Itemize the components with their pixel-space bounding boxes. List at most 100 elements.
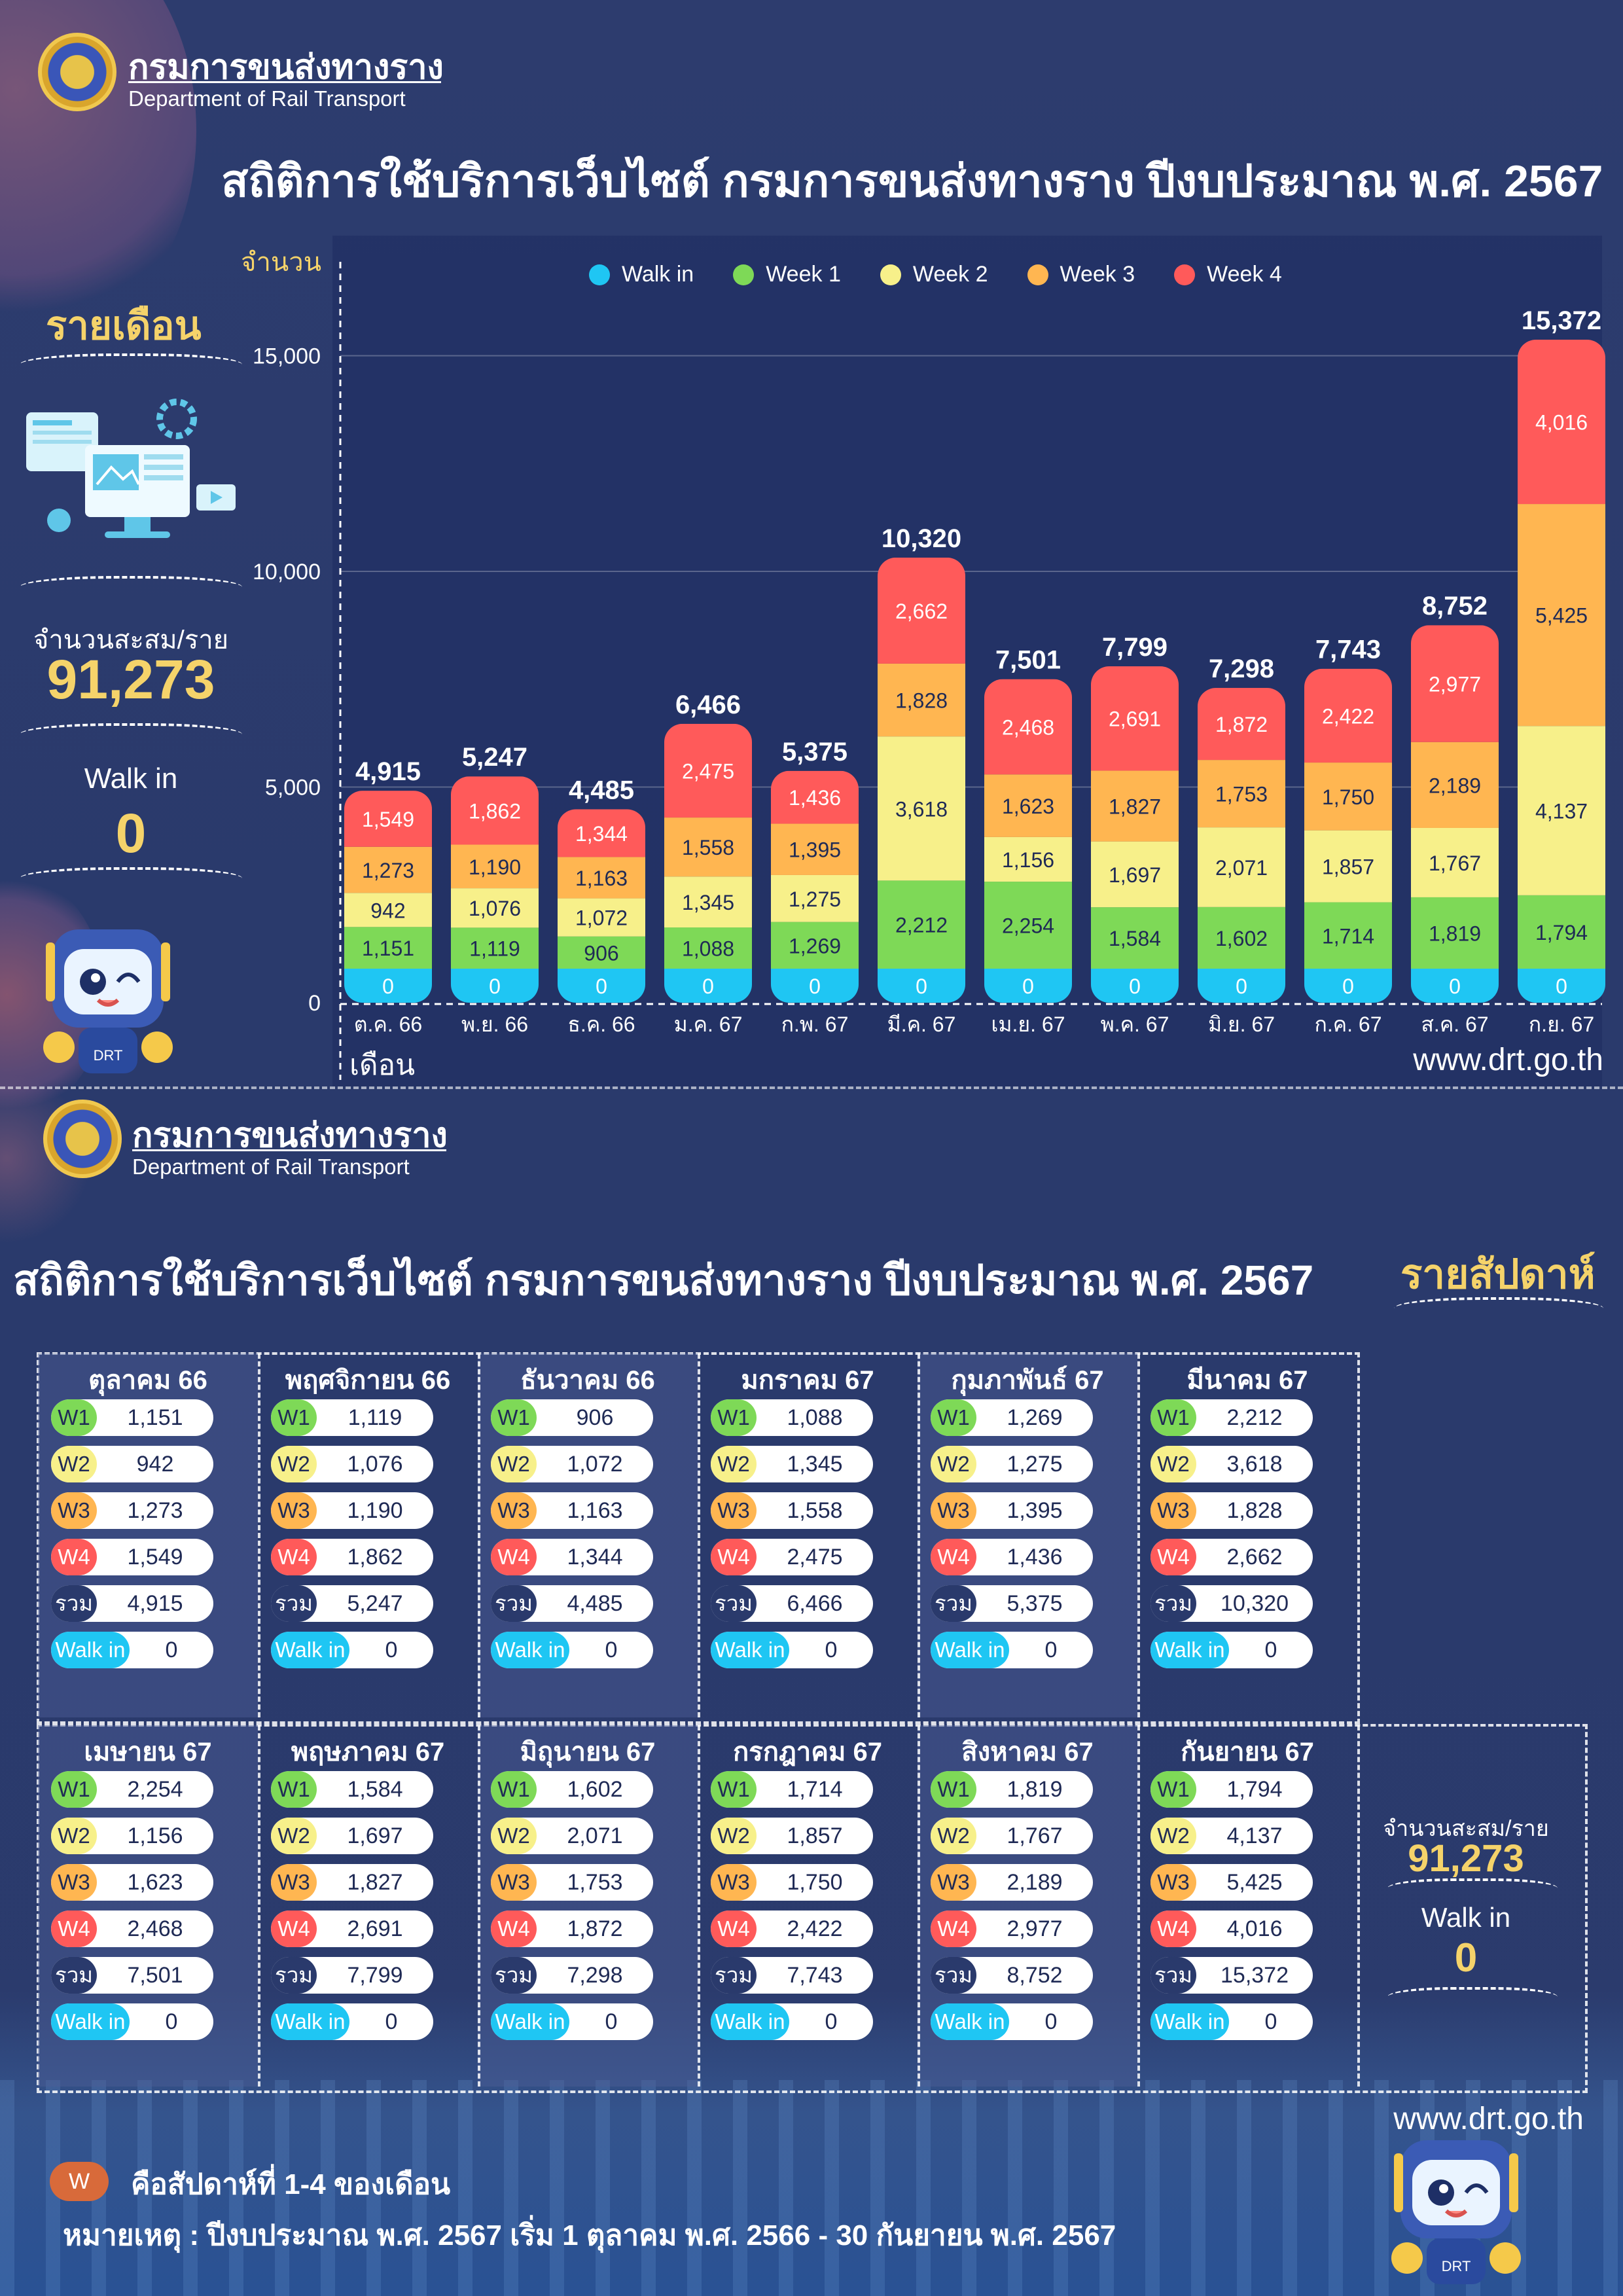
weekly-value-pill: Walk in 0 bbox=[491, 1632, 653, 1668]
bar-segment-week2 bbox=[1091, 841, 1179, 908]
bar-total-label: 7,799 bbox=[1102, 633, 1168, 662]
bar-value-label: 1,163 bbox=[575, 867, 628, 890]
drt-mascot-icon: DRT bbox=[43, 929, 173, 1073]
weekly-row-value: 2,468 bbox=[127, 1916, 183, 1941]
w-legend-badge: W bbox=[50, 2162, 109, 2201]
legend-item-week2: Week 2 bbox=[880, 262, 988, 287]
bar-segment-week1 bbox=[558, 936, 645, 969]
y-tick-label: 15,000 bbox=[253, 344, 321, 369]
bar-value-label: 1,714 bbox=[1322, 924, 1374, 948]
weekly-row-value: 2,691 bbox=[347, 1916, 403, 1941]
bar-value-label: 1,273 bbox=[362, 859, 414, 882]
legend-label: Week 1 bbox=[766, 262, 841, 287]
weekly-value-pill: Walk in 0 bbox=[491, 2003, 653, 2040]
weekly-row-value: 4,016 bbox=[1226, 1916, 1283, 1941]
bar-value-label: 1,697 bbox=[1109, 863, 1161, 887]
weekly-month-name: มกราคม 67 bbox=[741, 1366, 874, 1395]
weekly-value-pill: รวม 5,247 bbox=[271, 1585, 433, 1622]
bar-segment-walkin bbox=[664, 969, 752, 1003]
org-name-thai: กรมการขนส่งทางราง bbox=[132, 1117, 448, 1155]
weekly-row-value: 906 bbox=[576, 1405, 614, 1430]
bar-segment-week3 bbox=[1411, 742, 1499, 828]
weekly-row-label: Walk in bbox=[711, 2003, 789, 2040]
bar-value-label: 1,828 bbox=[895, 689, 948, 713]
w-legend-note: คือสัปดาห์ที่ 1-4 ของเดือน bbox=[131, 2168, 451, 2200]
bar-value-label: 1,857 bbox=[1322, 855, 1374, 879]
weekly-row-label: Walk in bbox=[51, 2003, 130, 2040]
bar-segment-walkin bbox=[451, 969, 539, 1003]
weekly-row-value: 1,827 bbox=[347, 1870, 403, 1895]
weekly-row-label: รวม bbox=[1150, 1585, 1196, 1622]
weekly-row-label: Walk in bbox=[1150, 1632, 1229, 1668]
weekly-value-pill: W2 942 bbox=[51, 1446, 213, 1482]
weekly-value-pill: W4 2,422 bbox=[711, 1910, 873, 1947]
bar-segment-week3 bbox=[1304, 762, 1392, 831]
weekly-value-pill: Walk in 0 bbox=[271, 1632, 433, 1668]
weekly-row-value: 942 bbox=[136, 1452, 174, 1477]
bar-segment-week1 bbox=[664, 927, 752, 969]
y-tick-label: 5,000 bbox=[265, 776, 321, 800]
legend-label: Week 2 bbox=[912, 262, 988, 287]
weekly-month-name: พฤษภาคม 67 bbox=[291, 1738, 445, 1767]
monthly-tag: รายเดือน bbox=[46, 304, 202, 348]
bar-value-label: 1,156 bbox=[1002, 848, 1054, 872]
weekly-value-pill: รวม 7,501 bbox=[51, 1957, 213, 1994]
weekly-value-pill: W2 1,697 bbox=[271, 1818, 433, 1854]
bar-segment-week3 bbox=[344, 846, 432, 893]
bar-segment-week4 bbox=[664, 723, 752, 818]
weekly-value-pill: W1 1,584 bbox=[271, 1771, 433, 1808]
weekly-value-pill: W4 2,475 bbox=[711, 1539, 873, 1575]
legend-dot bbox=[589, 264, 610, 285]
weekly-row-label: Walk in bbox=[711, 1632, 789, 1668]
bar-segment-week2 bbox=[1518, 726, 1605, 895]
weekly-value-pill: W4 1,862 bbox=[271, 1539, 433, 1575]
weekly-row-value: 4,485 bbox=[567, 1591, 623, 1616]
bar-segment-week3 bbox=[878, 663, 965, 737]
legend-item-week3: Week 3 bbox=[1027, 262, 1135, 287]
bar-segment-week4 bbox=[344, 791, 432, 847]
weekly-value-pill: W4 2,977 bbox=[931, 1910, 1093, 1947]
weekly-row-value: 0 bbox=[825, 2009, 838, 2034]
weekly-row-label: W2 bbox=[271, 1446, 317, 1482]
weekly-row-label: W1 bbox=[491, 1771, 537, 1808]
mascot-label: DRT bbox=[94, 1047, 123, 1064]
x-tick-label: ธ.ค. 66 bbox=[567, 1013, 635, 1036]
weekly-row-label: W4 bbox=[491, 1539, 537, 1575]
weekly-month-card: กันยายน 67 W1 1,794 W2 4,137 W3 5,425 W4 4,016 รว… bbox=[1137, 1725, 1357, 2087]
weekly-row-value: 1,190 bbox=[347, 1498, 403, 1523]
weekly-row-label: W3 bbox=[271, 1492, 317, 1529]
weekly-month-name: เมษายน 67 bbox=[84, 1738, 212, 1767]
weekly-row-value: 1,794 bbox=[1226, 1777, 1283, 1802]
weekly-row-label: W1 bbox=[711, 1771, 757, 1808]
bar-value-label: 5,425 bbox=[1535, 604, 1588, 628]
weekly-row-value: 1,697 bbox=[347, 1823, 403, 1848]
bar-value-label: 4,016 bbox=[1535, 411, 1588, 435]
weekly-row-label: Walk in bbox=[931, 2003, 1009, 2040]
bar-value-label: 1,190 bbox=[469, 855, 521, 879]
bar-value-label: 2,475 bbox=[682, 759, 734, 783]
bar-segment-week1 bbox=[771, 922, 859, 969]
grid-separator bbox=[918, 1354, 920, 1717]
dashed-divider bbox=[1394, 1297, 1603, 1319]
weekly-walkin-value: 0 bbox=[1454, 1935, 1478, 1981]
bar-segment-walkin bbox=[1198, 969, 1285, 1003]
website-url: www.drt.go.th bbox=[1413, 1043, 1603, 1077]
weekly-row-label: Walk in bbox=[931, 1632, 1009, 1668]
weekly-row-value: 1,163 bbox=[567, 1498, 623, 1523]
weekly-value-pill: Walk in 0 bbox=[271, 2003, 433, 2040]
weekly-row-value: 2,422 bbox=[787, 1916, 843, 1941]
weekly-row-value: 1,151 bbox=[127, 1405, 183, 1430]
weekly-row-label: W2 bbox=[51, 1818, 97, 1854]
weekly-value-pill: รวม 5,375 bbox=[931, 1585, 1093, 1622]
weekly-month-card: กุมภาพันธ์ 67 W1 1,269 W2 1,275 W3 1,395 W4 1,43… bbox=[918, 1354, 1137, 1717]
bar-segment-week4 bbox=[1304, 668, 1392, 763]
bar-value-label: 1,862 bbox=[469, 799, 521, 823]
weekly-value-pill: รวม 7,799 bbox=[271, 1957, 433, 1994]
bar-value-label: 1,584 bbox=[1109, 927, 1161, 950]
weekly-row-value: 2,254 bbox=[127, 1777, 183, 1802]
weekly-row-label: W3 bbox=[271, 1864, 317, 1901]
grid-separator bbox=[258, 1725, 260, 2087]
grid-separator bbox=[258, 1354, 260, 1717]
weekly-row-label: W1 bbox=[51, 1399, 97, 1436]
weekly-row-value: 1,602 bbox=[567, 1777, 623, 1802]
